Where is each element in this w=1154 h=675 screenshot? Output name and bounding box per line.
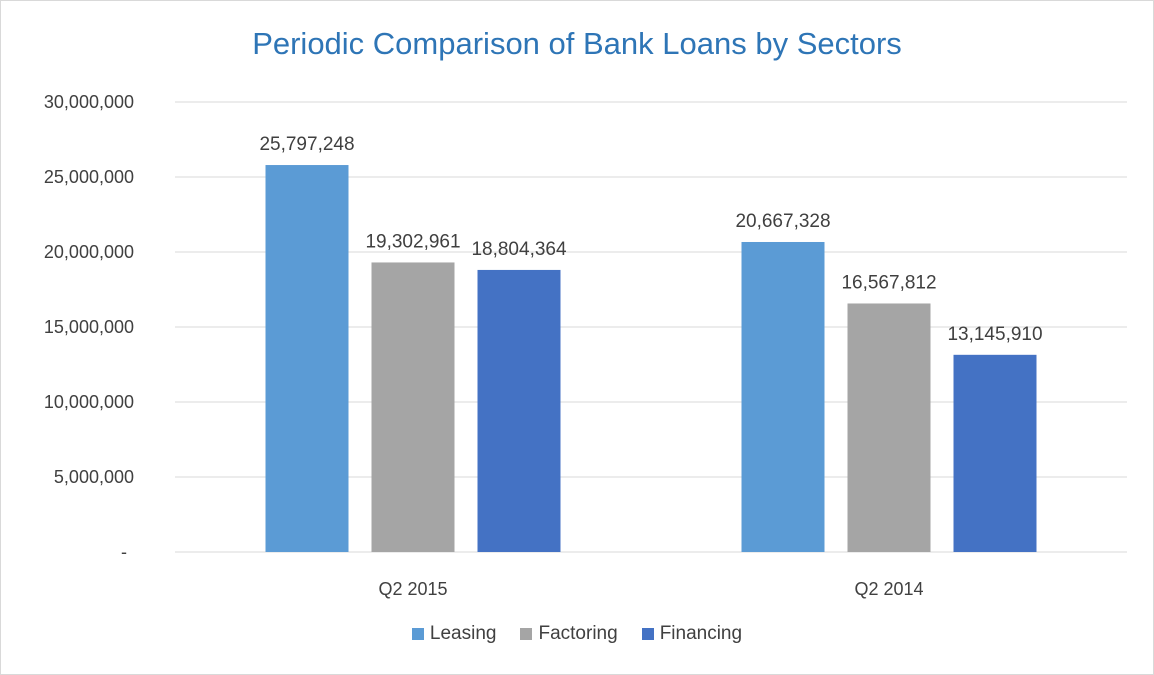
legend-item-leasing: Leasing [411, 623, 497, 645]
y-tick-label: 20,000,000 [44, 242, 134, 262]
bar-factoring [371, 262, 455, 552]
y-tick-label: 5,000,000 [54, 467, 134, 487]
legend-swatch-factoring [520, 628, 533, 640]
data-label: 20,667,328 [735, 211, 830, 232]
data-label: 18,804,364 [471, 239, 567, 260]
legend-label-factoring: Factoring [538, 623, 618, 644]
x-category-label: Q2 2014 [854, 579, 923, 599]
data-label: 25,797,248 [259, 134, 354, 155]
data-label: 19,302,961 [365, 231, 460, 252]
y-tick-label: 25,000,000 [44, 167, 134, 187]
legend-label-leasing: Leasing [429, 623, 497, 644]
y-tick-label: - [121, 542, 127, 562]
bar-leasing [741, 241, 825, 552]
bar-leasing [265, 165, 349, 553]
legend-label-financing: Financing [659, 623, 743, 644]
y-tick-label: 30,000,000 [44, 92, 134, 112]
bar-financing [477, 269, 561, 552]
legend-item-financing: Financing [641, 623, 743, 645]
legend: Leasing Factoring Financing [0, 623, 1154, 645]
legend-swatch-leasing [411, 628, 424, 640]
y-tick-label: 10,000,000 [44, 392, 134, 412]
data-label: 13,145,910 [947, 324, 1042, 345]
y-tick-label: 15,000,000 [44, 317, 134, 337]
bar-financing [953, 354, 1037, 552]
data-label: 16,567,812 [841, 272, 936, 293]
chart-title: Periodic Comparison of Bank Loans by Sec… [252, 26, 902, 61]
legend-item-factoring: Factoring [520, 623, 618, 645]
bar-factoring [847, 303, 931, 552]
legend-swatch-financing [641, 628, 654, 640]
x-category-label: Q2 2015 [378, 579, 447, 599]
